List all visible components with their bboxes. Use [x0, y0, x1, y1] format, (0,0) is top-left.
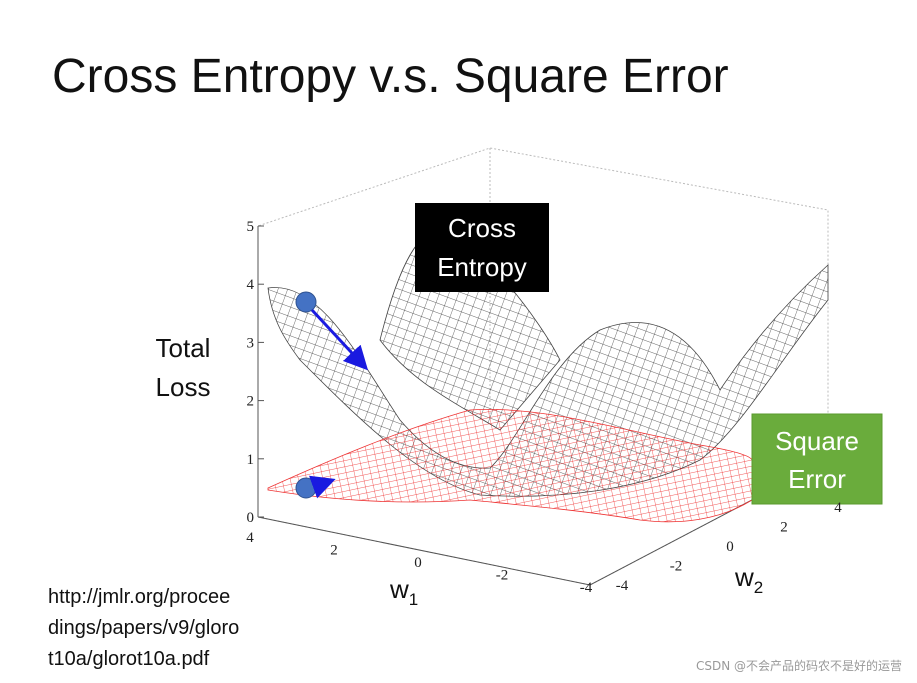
z-tick-label: 1	[247, 452, 255, 468]
z-label: Total	[156, 333, 211, 363]
z-tick-label: 3	[247, 335, 255, 351]
box-text: Entropy	[437, 252, 527, 282]
cross-entropy-box	[415, 203, 549, 292]
square-error-box	[751, 413, 883, 505]
w1-tick-label: 2	[330, 543, 338, 559]
box-text: Square	[775, 426, 859, 456]
box-text: Error	[788, 464, 846, 494]
reference-line: dings/papers/v9/gloro	[48, 617, 239, 639]
w1-tick-label: 4	[246, 530, 254, 546]
w1-tick-label: -4	[580, 580, 593, 596]
w1-sub: 1	[409, 590, 418, 609]
z-tick-label: 2	[247, 394, 255, 410]
reference-line: t10a/glorot10a.pdf	[48, 648, 210, 670]
reference-line: http://jmlr.org/procee	[48, 586, 230, 608]
w2-tick-label: -2	[670, 559, 683, 575]
gradient-arrow	[309, 475, 336, 499]
z-tick-label: 5	[247, 219, 255, 235]
w2-tick-label: 0	[726, 539, 734, 555]
w2-tick-label: 4	[834, 500, 842, 516]
w2-letter: w	[734, 562, 754, 592]
watermark: CSDN @不会产品的码农不是好的运营	[696, 658, 902, 673]
box-text: Cross	[448, 213, 516, 243]
gradient-arrow	[310, 308, 369, 371]
point-square-error	[295, 477, 317, 499]
w1-tick-label: -2	[496, 568, 509, 584]
w2-label: w2	[734, 562, 763, 597]
w2-tick-label: 2	[780, 520, 788, 536]
title: Cross Entropy v.s. Square Error	[52, 50, 729, 103]
w2-tick-label: -4	[616, 578, 629, 594]
z-tick-label: 4	[247, 277, 255, 293]
point-cross-entropy	[295, 291, 317, 313]
z-label: Loss	[156, 372, 211, 402]
z-tick-label: 0	[247, 510, 255, 526]
w1-tick-label: 0	[414, 555, 422, 571]
w1-letter: w	[389, 574, 409, 604]
w1-label: w1	[389, 574, 418, 609]
w2-sub: 2	[754, 578, 763, 597]
